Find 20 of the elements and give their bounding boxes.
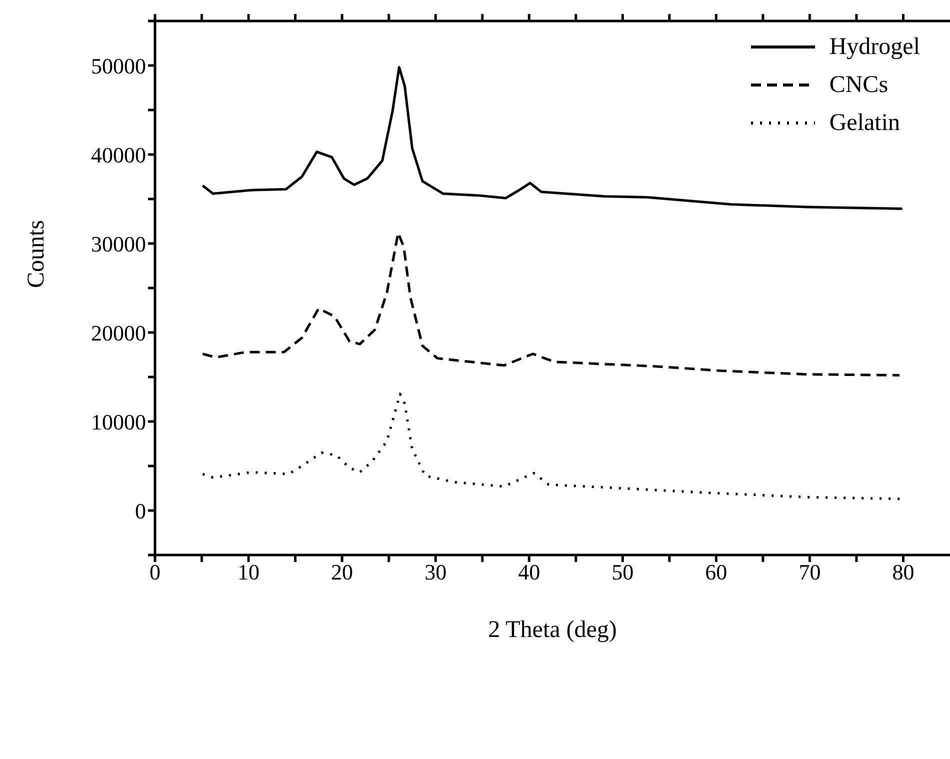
- x-tick-label: 70: [798, 560, 821, 585]
- legend-label: Hydrogel: [829, 33, 920, 62]
- y-tick-label: 30000: [91, 231, 146, 256]
- x-tick-label: 20: [331, 560, 354, 585]
- y-tick-label: 20000: [91, 320, 146, 346]
- line-series: [201, 66, 904, 210]
- y-axis-title: Counts: [24, 220, 50, 288]
- x-axis-title: 2 Theta (deg): [488, 617, 617, 643]
- legend-label: CNCs: [829, 71, 888, 100]
- y-tick-label: 40000: [91, 142, 146, 168]
- x-tick-label: 60: [705, 560, 728, 585]
- x-tick-label: 10: [238, 560, 260, 585]
- y-tick-label: 50000: [91, 53, 146, 78]
- legend-label: Gelatin: [829, 109, 900, 138]
- y-tick-label: 0: [135, 498, 146, 524]
- x-tick-label: 30: [424, 560, 447, 585]
- x-tick-label: 50: [612, 560, 634, 585]
- x-tick-label: 80: [892, 560, 914, 585]
- x-tick-label: 40: [518, 560, 540, 585]
- y-tick-label: 10000: [91, 409, 146, 434]
